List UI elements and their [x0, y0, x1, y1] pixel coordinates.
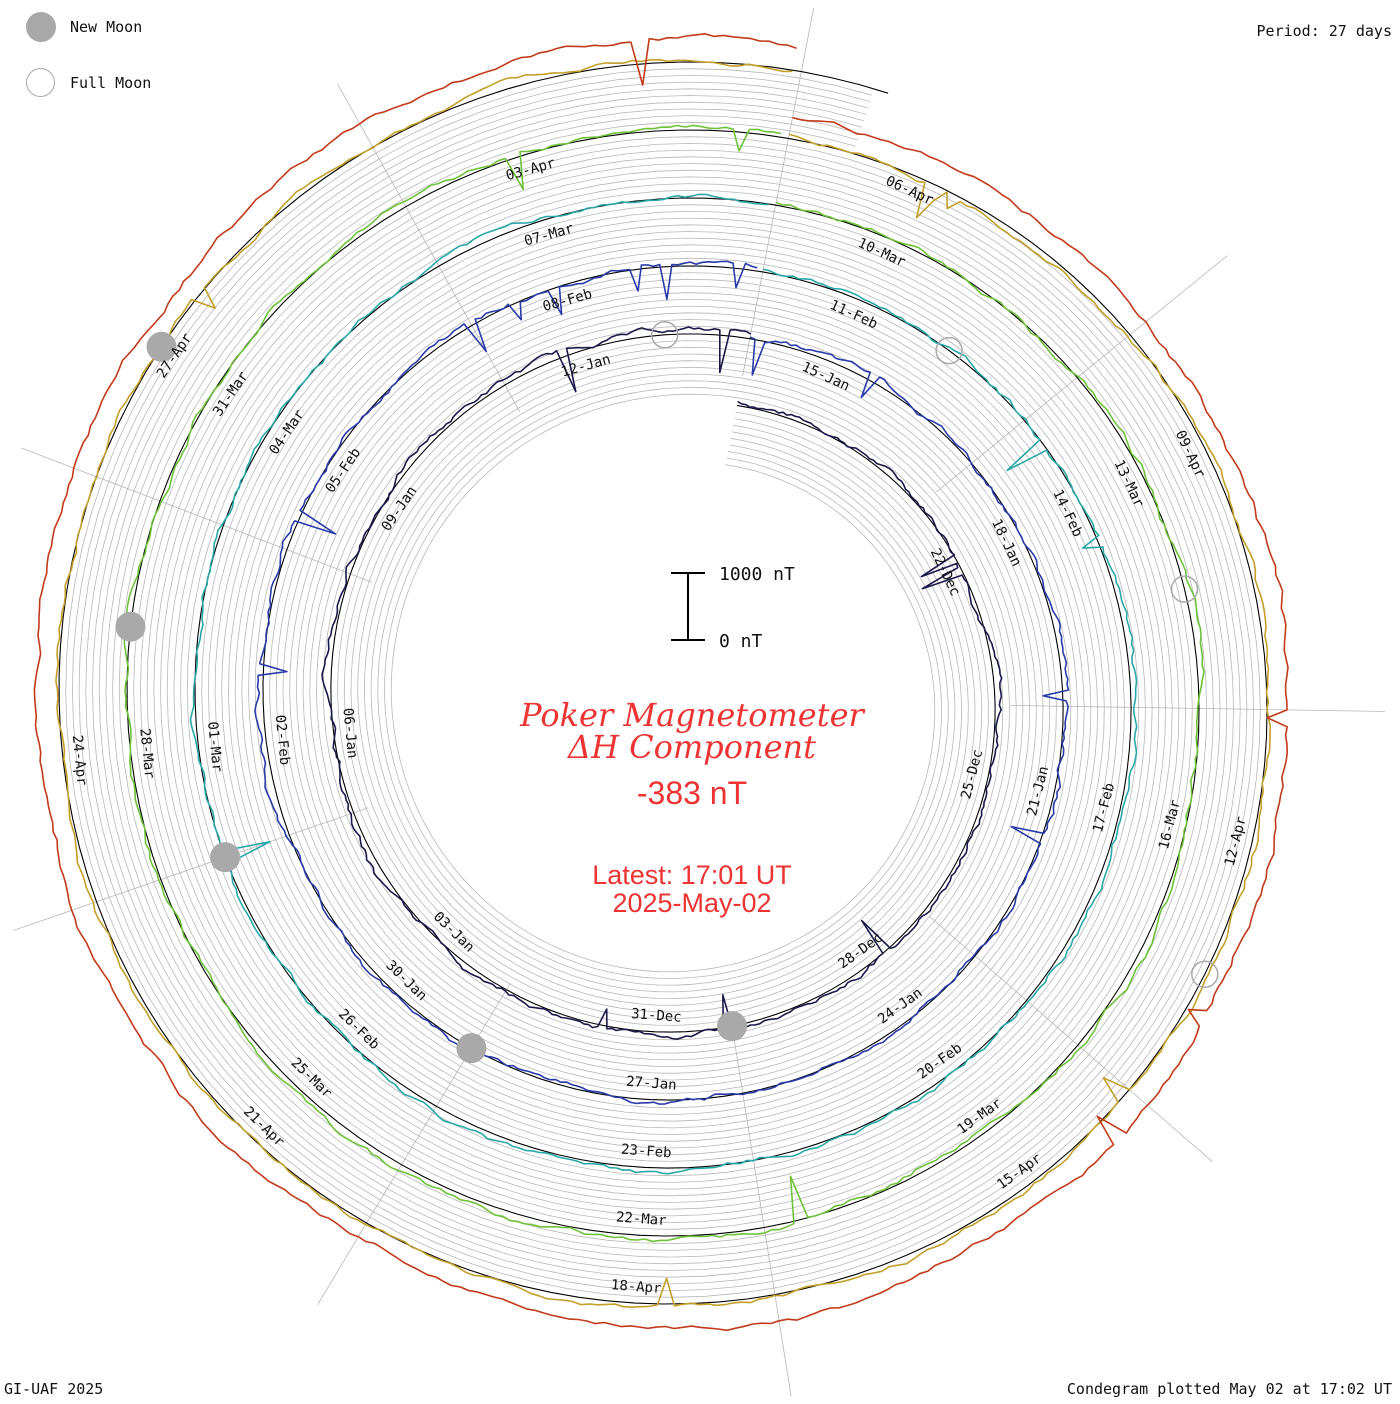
grid-arc	[85, 88, 1241, 1278]
date-label: 06-Jan	[339, 707, 360, 759]
date-label: 18-Apr	[610, 1277, 662, 1297]
trace-layer	[33, 33, 1289, 1332]
date-label: 15-Jan	[799, 359, 852, 394]
grid-layer	[13, 7, 1385, 1397]
trace-turn-6	[33, 33, 1289, 1332]
footer-plotted: Condegram plotted May 02 at 17:02 UT	[1066, 1380, 1392, 1398]
full-moon-marker	[1191, 960, 1219, 989]
trace-turn-5	[55, 58, 1271, 1308]
full-moon-marker	[650, 321, 679, 349]
scale-top-label: 1000 nT	[719, 564, 795, 585]
date-label: 05-Feb	[322, 445, 364, 496]
footer-credit: GI-UAF 2025	[4, 1380, 104, 1398]
radial-spoke	[337, 83, 521, 412]
scale-bottom-label: 0 nT	[719, 631, 763, 652]
center-values: -383 nT Latest: 17:01 UT 2025-May-02	[592, 775, 792, 918]
radial-spoke	[929, 915, 1213, 1163]
center-title: Poker Magnetometer ΔH Component	[519, 696, 865, 766]
moon-layer	[115, 321, 1219, 1064]
title-line-1: Poker Magnetometer	[519, 696, 865, 734]
date-label: 31-Mar	[210, 369, 252, 420]
title-line-2: ΔH Component	[566, 728, 816, 766]
grid-arc	[112, 115, 1214, 1251]
date-label: 22-Mar	[615, 1209, 667, 1229]
new-moon-icon	[26, 12, 56, 42]
legend-new-moon-label: New Moon	[70, 18, 143, 36]
radial-spoke	[13, 807, 369, 931]
baseline-layer	[58, 61, 1268, 1305]
trace-turn-3	[189, 193, 1138, 1175]
current-value: -383 nT	[637, 775, 747, 811]
date-label: 27-Jan	[626, 1074, 678, 1094]
grid-arc	[78, 81, 1248, 1285]
scale-bar: 1000 nT 0 nT	[671, 564, 795, 652]
date-label: 15-Apr	[994, 1151, 1044, 1194]
date-label: 20-Feb	[915, 1040, 965, 1083]
grid-arc	[98, 101, 1228, 1265]
date-label: 06-Apr	[883, 173, 936, 208]
trace-turn-1	[321, 326, 1003, 1040]
date-label: 01-Mar	[204, 721, 225, 773]
radial-spoke	[731, 1025, 792, 1397]
latest-date: 2025-May-02	[612, 888, 771, 918]
date-label: 09-Apr	[1172, 428, 1208, 481]
date-label: 24-Jan	[875, 985, 925, 1028]
trace-turn-4	[123, 124, 1205, 1243]
new-moon-marker	[456, 1033, 487, 1064]
date-label: 24-Apr	[69, 734, 90, 786]
full-moon-icon	[26, 68, 55, 97]
radial-spoke	[21, 447, 372, 583]
grid-arc	[92, 95, 1234, 1271]
legend-full-moon-label: Full Moon	[70, 74, 152, 92]
date-label: 28-Dec	[835, 930, 885, 973]
legend-new-moon: New Moon	[26, 12, 226, 44]
latest-time: Latest: 17:01 UT	[592, 860, 792, 890]
full-moon-marker	[935, 336, 963, 365]
date-label: 28-Mar	[136, 728, 157, 780]
new-moon-marker	[115, 611, 146, 642]
date-label: 31-Dec	[631, 1006, 683, 1026]
grid-arc	[118, 121, 1208, 1245]
new-moon-marker	[717, 1011, 747, 1042]
grid-arc	[71, 74, 1255, 1292]
new-moon-marker	[210, 842, 241, 873]
radial-spoke	[317, 982, 511, 1305]
date-label: 02-Feb	[272, 714, 293, 766]
date-label: 09-Jan	[379, 484, 421, 535]
date-label: 04-Mar	[266, 407, 308, 458]
date-label: 23-Feb	[620, 1142, 672, 1162]
date-label: 14-Feb	[1049, 487, 1085, 540]
grid-arc	[65, 68, 1261, 1298]
radial-spoke	[742, 7, 815, 377]
radial-spoke	[935, 255, 1228, 493]
period-label: Period: 27 days	[1256, 22, 1392, 40]
legend-full-moon: Full Moon	[26, 68, 226, 100]
zero-baseline	[58, 61, 1268, 1305]
grid-arc	[105, 108, 1221, 1258]
new-moon-marker	[146, 331, 177, 362]
full-moon-marker	[1170, 575, 1199, 603]
trace-turn-2	[254, 260, 1070, 1105]
